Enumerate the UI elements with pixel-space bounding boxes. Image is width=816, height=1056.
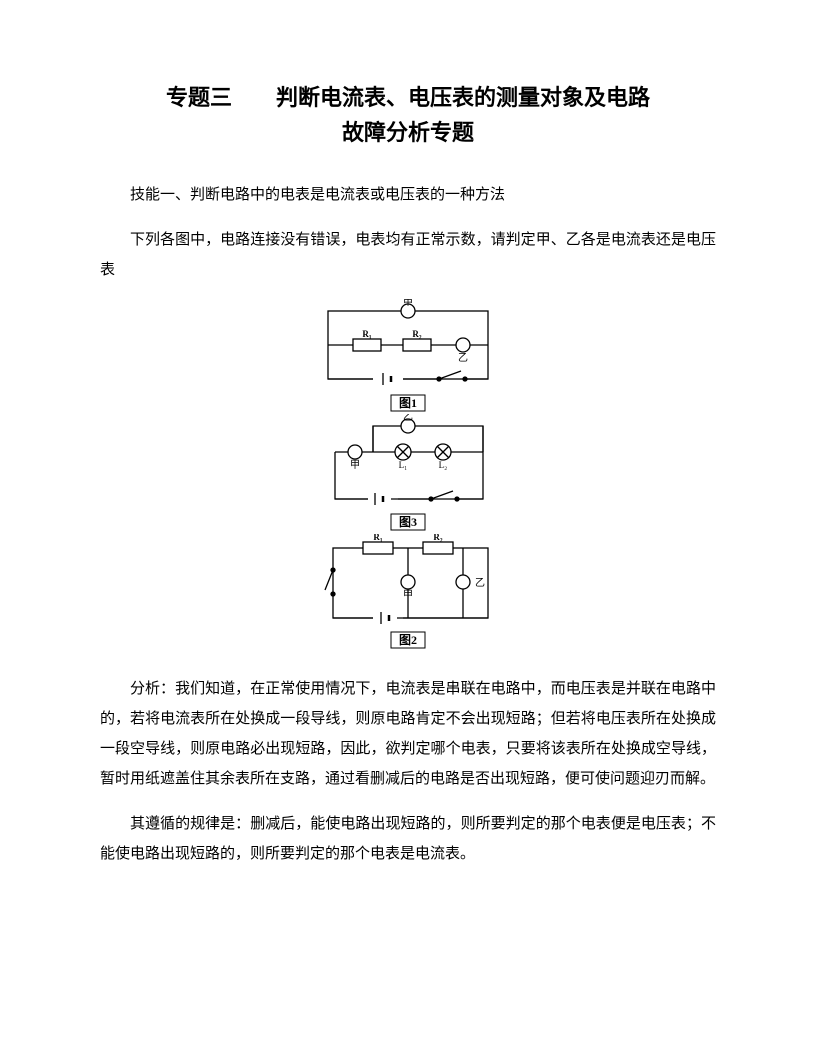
fig1-r2-label: R₂ [412, 329, 421, 339]
intro-paragraph: 下列各图中，电路连接没有错误，电表均有正常示数，请判定甲、乙各是电流表还是电压表 [100, 225, 716, 285]
title-line-1: 专题三 判断电流表、电压表的测量对象及电路 [166, 85, 650, 110]
figures-block: 甲 乙 R₁ R₂ 图1 [100, 299, 716, 654]
page-title: 专题三 判断电流表、电压表的测量对象及电路 故障分析专题 [100, 80, 716, 150]
analysis-paragraph: 分析：我们知道，在正常使用情况下，电流表是串联在电路中，而电压表是并联在电路中的… [100, 674, 716, 794]
fig2-meter-left-label: 甲 [403, 590, 413, 601]
circuit-figure-3: 乙 甲 L₁ L₂ 图3 [313, 414, 503, 534]
fig2-meter-right-label: 乙 [475, 577, 485, 589]
skill-heading: 技能一、判断电路中的电表是电流表或电压表的一种方法 [100, 180, 716, 210]
intro-text: 下列各图中，电路连接没有错误，电表均有正常示数，请判定甲、乙各是电流表还是电压表 [100, 232, 716, 278]
fig3-meter-left-label: 甲 [350, 460, 360, 471]
fig2-r1-label: R₁ [373, 534, 382, 542]
fig3-l1-label: L₁ [399, 460, 408, 470]
document-page: 专题三 判断电流表、电压表的测量对象及电路 故障分析专题 技能一、判断电路中的电… [0, 0, 816, 943]
fig1-meter-top-label: 甲 [403, 299, 413, 308]
rule-paragraph: 其遵循的规律是：删减后，能使电路出现短路的，则所要判定的那个电表便是电压表；不能… [100, 809, 716, 869]
fig3-l2-label: L₂ [439, 460, 448, 470]
fig3-caption: 图3 [399, 515, 417, 529]
title-line-2: 故障分析专题 [342, 120, 474, 145]
fig3-meter-top-label: 乙 [403, 414, 413, 423]
fig1-meter-right-label: 乙 [458, 352, 468, 364]
fig1-caption: 图1 [399, 396, 417, 410]
fig1-r1-label: R₁ [362, 329, 371, 339]
fig2-r2-label: R₂ [433, 534, 442, 542]
circuit-figure-1: 甲 乙 R₁ R₂ 图1 [313, 299, 503, 414]
fig2-caption: 图2 [399, 633, 417, 647]
circuit-figure-2: R₁ R₂ 甲 乙 图2 [313, 534, 503, 654]
